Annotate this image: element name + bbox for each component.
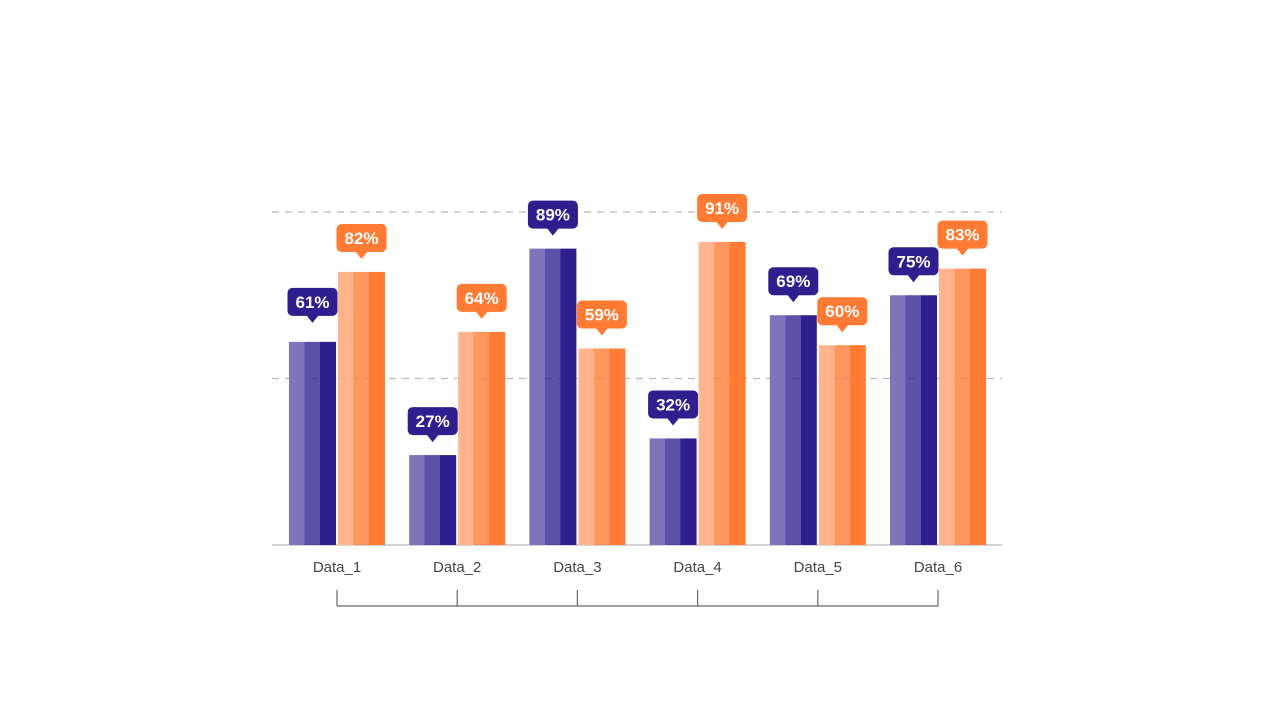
data-label-pointer	[907, 274, 920, 283]
category-bracket	[336, 590, 939, 607]
bar-Data_2-series-1	[409, 455, 457, 545]
data-label-Data_2-series-2: 64%	[456, 283, 507, 319]
data-label-pointer	[595, 328, 608, 336]
bar-Data_6-series-1	[890, 295, 937, 545]
data-label-Data_5-series-1: 69%	[768, 267, 819, 303]
data-label-text: 83%	[945, 226, 979, 245]
data-label-pointer	[475, 311, 488, 319]
bar-Data_1-series-2	[338, 271, 385, 545]
data-label-bubble	[407, 407, 458, 436]
data-label-Data_3-series-1: 89%	[527, 200, 578, 236]
data-label-text: 69%	[776, 272, 810, 291]
data-label-Data_1-series-1: 61%	[287, 287, 338, 323]
data-label-text: 89%	[536, 206, 570, 225]
tick-label-Data_6: Data_6	[914, 559, 962, 576]
category-labels: Data_1 Data_2 Data_3 Data_4 Data_5 Data_6	[313, 559, 962, 576]
data-label-Data_3-series-2: 59%	[576, 300, 627, 336]
data-label-pointer	[546, 228, 559, 236]
data-label-pointer	[787, 294, 800, 303]
bar-Data_5-series-1	[769, 315, 817, 545]
data-label-Data_6-series-1: 75%	[888, 247, 939, 283]
data-label-Data_4-series-1: 32%	[648, 390, 699, 426]
data-label-Data_6-series-2: 83%	[937, 220, 988, 256]
tick-label-Data_2: Data_2	[433, 559, 481, 576]
bar-Data_2-series-2	[458, 331, 506, 545]
data-label-pointer	[956, 248, 969, 256]
data-label-bubble	[527, 200, 578, 229]
data-label-pointer	[426, 434, 439, 443]
data-label-bubble	[768, 267, 819, 296]
data-label-text: 60%	[825, 302, 859, 321]
bar-Data_3-series-2	[578, 348, 626, 545]
data-label-text: 91%	[705, 199, 739, 218]
data-labels: 61% 82% 27% 64% 89% 59% 32% 91% 69% 60% 75% 83%	[287, 193, 988, 443]
data-label-pointer	[355, 251, 368, 259]
data-label-bubble	[576, 300, 627, 329]
bar-Data_5-series-2	[818, 345, 866, 545]
data-label-bubble	[817, 297, 868, 326]
data-label-bubble	[697, 193, 748, 222]
data-label-Data_5-series-2: 60%	[817, 297, 868, 333]
data-label-Data_2-series-1: 27%	[407, 407, 458, 443]
data-label-text: 32%	[656, 395, 690, 414]
data-label-text: 61%	[295, 293, 329, 312]
bar-Data_6-series-2	[939, 268, 986, 545]
data-label-pointer	[836, 324, 849, 333]
bar-Data_4-series-2	[698, 241, 746, 545]
data-label-bubble	[888, 247, 939, 276]
tick-label-Data_4: Data_4	[673, 559, 721, 576]
data-label-text: 59%	[585, 306, 619, 325]
tick-label-Data_5: Data_5	[794, 559, 842, 576]
data-label-pointer	[716, 221, 729, 229]
data-label-bubble	[336, 223, 387, 252]
data-label-bubble	[456, 283, 507, 312]
tick-label-Data_3: Data_3	[553, 559, 601, 576]
data-label-bubble	[648, 390, 699, 419]
data-label-bubble	[287, 287, 338, 316]
bar-Data_3-series-1	[529, 248, 577, 545]
data-label-pointer	[306, 315, 319, 323]
data-label-Data_1-series-2: 82%	[336, 223, 387, 259]
data-label-text: 27%	[416, 412, 450, 431]
data-label-bubble	[937, 220, 988, 249]
bars	[289, 241, 986, 545]
bar-Data_4-series-1	[649, 438, 697, 545]
bar-Data_1-series-1	[289, 341, 336, 545]
gridlines	[272, 211, 1002, 546]
data-label-pointer	[667, 417, 680, 426]
data-label-text: 82%	[344, 229, 378, 248]
tick-label-Data_1: Data_1	[313, 559, 361, 576]
data-label-text: 64%	[465, 289, 499, 308]
data-label-text: 75%	[896, 252, 930, 271]
data-label-Data_4-series-2: 91%	[697, 193, 748, 229]
